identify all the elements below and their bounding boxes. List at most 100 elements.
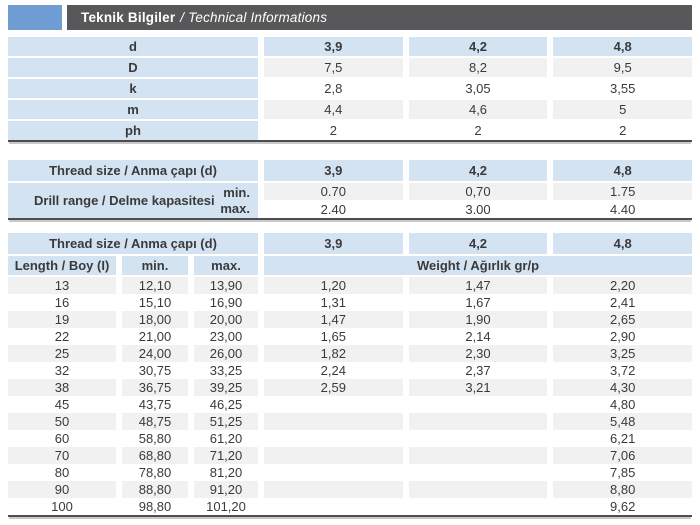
weight-value-cell — [408, 498, 548, 515]
table-row: Length / Boy (I) min. max. Weight / Ağır… — [8, 256, 692, 275]
param-value-cell: 4,8 — [553, 37, 693, 56]
table-row: Thread size / Anma çapı (d) 3,9 4,2 4,8 — [8, 160, 693, 181]
table-row: 19 18,00 20,00 1,47 1,90 2,65 — [8, 311, 693, 328]
weight-value-cell: 1,20 — [264, 277, 403, 294]
weight-value-cell — [264, 413, 403, 430]
param-value-cell: 3,9 — [264, 37, 403, 56]
thread-size-values: 3,9 4,2 4,8 — [264, 160, 693, 181]
thread-size-values: 3,9 4,2 4,8 — [264, 233, 693, 254]
weight-value-cell: 1,31 — [264, 294, 403, 311]
param-value-cell: 9,5 — [553, 58, 693, 77]
length-cell: 22 — [8, 328, 116, 345]
max-value-cell: 101,20 — [194, 498, 258, 515]
drill-max-value-cell: 3.00 — [408, 201, 548, 218]
weight-value-cell: 8,80 — [553, 481, 693, 498]
weight-value-cell — [264, 464, 403, 481]
thread-size-value-cell: 4,2 — [408, 160, 548, 181]
thread-size-header: Thread size / Anma çapı (d) — [8, 233, 258, 254]
weight-value-cell: 2,37 — [408, 362, 548, 379]
min-value-cell: 48,75 — [122, 413, 188, 430]
weight-value-cell — [408, 396, 548, 413]
min-value-cell: 88,80 — [122, 481, 188, 498]
drill-max-value-cell: 2.40 — [264, 201, 403, 218]
min-value-cell: 30,75 — [122, 362, 188, 379]
weight-value-cell: 1,67 — [408, 294, 548, 311]
length-weight-rows: 13 12,10 13,90 1,20 1,47 2,20 16 15,10 16,90 1,31… — [8, 277, 693, 515]
weight-value-cell: 1,47 — [264, 311, 403, 328]
param-label-cell: D — [8, 58, 258, 77]
weight-value-cell: 1,65 — [264, 328, 403, 345]
weight-value-cell: 2,65 — [553, 311, 693, 328]
param-value-cell: 5 — [553, 100, 693, 119]
weight-value-cell: 2,59 — [264, 379, 403, 396]
weight-value-cell: 2,14 — [408, 328, 548, 345]
max-value-cell: 81,20 — [194, 464, 258, 481]
table-row: 45 43,75 46,25 4,80 — [8, 396, 693, 413]
param-value-cell: 2 — [408, 121, 548, 140]
table-row: 16 15,10 16,90 1,31 1,67 2,41 — [8, 294, 693, 311]
max-value-cell: 39,25 — [194, 379, 258, 396]
length-cell: 38 — [8, 379, 116, 396]
param-value-cell: 4,6 — [408, 100, 548, 119]
table-row: Thread size / Anma çapı (d) 3,9 4,2 4,8 — [8, 233, 693, 254]
weight-column-header: Weight / Ağırlık gr/p — [264, 256, 692, 275]
max-value-cell: 91,20 — [194, 481, 258, 498]
min-label: min. — [223, 184, 250, 200]
param-value-cell: 3,05 — [408, 79, 548, 98]
param-label-cell: k — [8, 79, 258, 98]
min-value-cell: 98,80 — [122, 498, 188, 515]
table-row: 22 21,00 23,00 1,65 2,14 2,90 — [8, 328, 693, 345]
weight-value-cell: 7,85 — [553, 464, 693, 481]
param-value-cell: 2 — [553, 121, 693, 140]
max-value-cell: 20,00 — [194, 311, 258, 328]
max-value-cell: 71,20 — [194, 447, 258, 464]
weight-value-cell: 1,90 — [408, 311, 548, 328]
length-cell: 90 — [8, 481, 116, 498]
length-cell: 100 — [8, 498, 116, 515]
param-value-cell: 2 — [264, 121, 403, 140]
param-label-cell: ph — [8, 121, 258, 140]
weight-value-cell — [264, 430, 403, 447]
table-row: 70 68,80 71,20 7,06 — [8, 447, 693, 464]
table-row: 50 48,75 51,25 5,48 — [8, 413, 693, 430]
table-row: d 3,9 4,2 4,8 — [8, 37, 693, 56]
thread-size-value-cell: 4,8 — [553, 233, 693, 254]
length-column-header: Length / Boy (I) — [8, 256, 116, 275]
min-value-cell: 78,80 — [122, 464, 188, 481]
length-weight-table: Thread size / Anma çapı (d) 3,9 4,2 4,8 Le… — [8, 233, 693, 517]
weight-value-cell: 3,72 — [553, 362, 693, 379]
weight-value-cell — [264, 447, 403, 464]
param-value-cell: 4,2 — [408, 37, 548, 56]
min-value-cell: 18,00 — [122, 311, 188, 328]
table-row: 38 36,75 39,25 2,59 3,21 4,30 — [8, 379, 693, 396]
param-label-cell: m — [8, 100, 258, 119]
weight-value-cell — [264, 498, 403, 515]
page-title: Teknik Bilgiler / Technical Informations — [67, 5, 692, 30]
table-row: Drill range / Delme kapasitesi min. max.… — [8, 183, 693, 218]
param-value-cell: 4,4 — [264, 100, 403, 119]
thread-size-value-cell: 3,9 — [264, 160, 403, 181]
title-bar: Teknik Bilgiler / Technical Informations — [8, 5, 692, 30]
length-cell: 60 — [8, 430, 116, 447]
max-value-cell: 26,00 — [194, 345, 258, 362]
thread-size-value-cell: 4,2 — [408, 233, 548, 254]
drill-max-value-cell: 4.40 — [553, 201, 693, 218]
max-value-cell: 51,25 — [194, 413, 258, 430]
min-value-cell: 68,80 — [122, 447, 188, 464]
weight-value-cell — [408, 464, 548, 481]
title-english: / Technical Informations — [180, 10, 328, 25]
weight-value-cell — [408, 447, 548, 464]
weight-value-cell: 7,06 — [553, 447, 693, 464]
length-cell: 80 — [8, 464, 116, 481]
max-value-cell: 33,25 — [194, 362, 258, 379]
param-value-cell: 7,5 — [264, 58, 403, 77]
title-turkish: Teknik Bilgiler — [81, 10, 176, 25]
length-cell: 70 — [8, 447, 116, 464]
param-value-cell: 8,2 — [408, 58, 548, 77]
weight-value-cell: 3,25 — [553, 345, 693, 362]
drill-min-row: 0.70 0,70 1.75 — [264, 183, 693, 200]
max-label: max. — [220, 200, 250, 216]
drill-range-table: Thread size / Anma çapı (d) 3,9 4,2 4,8 Dr… — [8, 160, 693, 220]
min-max-labels: min. max. — [220, 185, 250, 217]
